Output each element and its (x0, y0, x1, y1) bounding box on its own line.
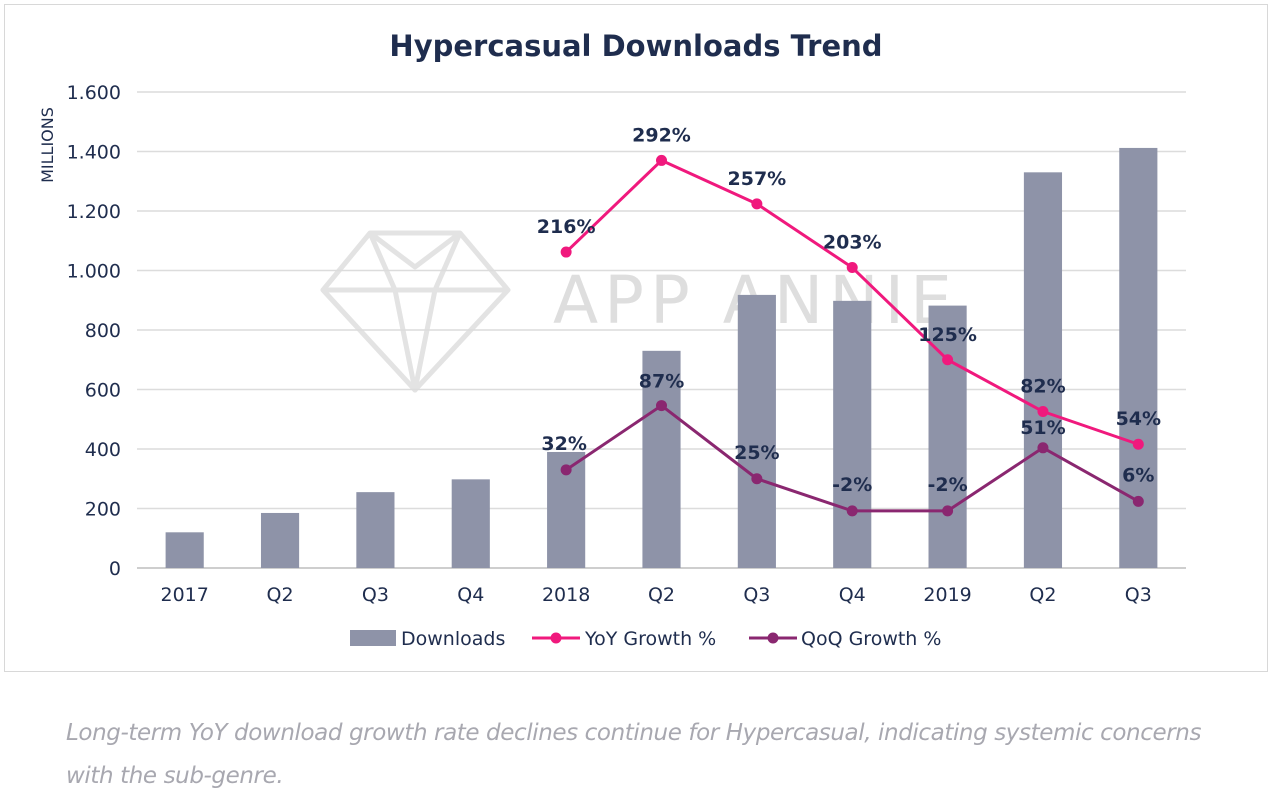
x-tick-label: 2017 (161, 584, 209, 606)
bar (642, 350, 681, 568)
data-point (560, 464, 572, 476)
bar (1023, 172, 1063, 568)
data-labels: 216% 292% 257% 203% 125% 82% 54% 32% 87% 25% -2% -2… (537, 124, 1161, 495)
y-tick-label: 400 (85, 439, 121, 461)
x-tick-label: Q2 (267, 584, 294, 606)
data-label: 257% (728, 168, 787, 190)
data-label: 292% (632, 124, 691, 146)
diamond-logo-icon (320, 230, 511, 393)
data-point (1037, 442, 1049, 454)
legend-marker-qoq (767, 632, 779, 644)
data-label: 51% (1020, 417, 1065, 439)
line-series (560, 154, 1144, 517)
legend-label-qoq: QoQ Growth % (801, 628, 941, 650)
data-point (846, 262, 858, 274)
data-label: 32% (541, 433, 586, 455)
data-label: -2% (928, 474, 968, 496)
x-tick-label: Q3 (743, 584, 770, 606)
legend-swatch-downloads (350, 630, 396, 646)
x-tick-label: Q2 (648, 584, 675, 606)
data-point (1132, 438, 1144, 450)
chart-title: Hypercasual Downloads Trend (389, 29, 882, 63)
x-tick-label: 2018 (542, 584, 590, 606)
y-tick-label: 200 (85, 499, 121, 521)
data-label: 82% (1020, 376, 1065, 398)
x-axis-ticks: 2017 Q2 Q3 Q4 2018 Q2 Q3 Q4 2019 Q2 Q3 (161, 584, 1152, 606)
data-point (656, 154, 667, 166)
data-point (942, 354, 954, 366)
chart-caption: Long-term YoY download growth rate decli… (66, 720, 1202, 789)
y-tick-label: 1.400 (67, 142, 121, 164)
data-point (656, 400, 667, 412)
y-axis-label: MILLIONS (38, 107, 57, 183)
bar (165, 532, 204, 568)
data-point (560, 246, 572, 258)
bar (260, 512, 300, 568)
y-tick-label: 1.600 (67, 82, 121, 104)
data-label: 6% (1122, 464, 1154, 486)
data-point (751, 198, 763, 210)
x-tick-label: Q2 (1029, 584, 1056, 606)
data-point (942, 505, 954, 517)
data-label: 125% (918, 324, 977, 346)
chart: APP ANNIE Hypercasual Downloads Trend MI… (38, 29, 1186, 650)
data-point (846, 505, 858, 517)
x-tick-label: Q4 (457, 584, 484, 606)
data-label: 87% (639, 371, 684, 393)
data-point (1132, 495, 1144, 507)
bar (833, 300, 872, 568)
x-tick-label: 2019 (923, 584, 971, 606)
y-tick-label: 0 (109, 558, 121, 580)
y-tick-label: 800 (85, 320, 121, 342)
data-label: 54% (1116, 408, 1161, 430)
y-tick-label: 1.200 (67, 201, 121, 223)
data-label: 25% (734, 442, 779, 464)
x-tick-label: Q3 (1125, 584, 1152, 606)
y-tick-label: 600 (85, 380, 121, 402)
x-tick-label: Q4 (839, 584, 866, 606)
x-tick-label: Q3 (362, 584, 389, 606)
legend-label-downloads: Downloads (401, 628, 505, 650)
bar (356, 492, 395, 568)
legend-marker-yoy (550, 632, 562, 644)
legend-label-yoy: YoY Growth % (584, 628, 716, 650)
data-point (1037, 406, 1049, 418)
data-point (751, 473, 763, 485)
data-label: -2% (832, 474, 872, 496)
chart-frame: APP ANNIE Hypercasual Downloads Trend MI… (4, 4, 1268, 672)
bar (737, 294, 776, 568)
data-label: 203% (823, 232, 882, 254)
data-label: 216% (537, 216, 596, 238)
bar (451, 479, 490, 568)
bar-series-downloads (165, 147, 1158, 568)
legend: Downloads YoY Growth % QoQ Growth % (350, 628, 941, 650)
y-tick-label: 1.000 (67, 261, 121, 283)
y-axis-ticks: 0 200 400 600 800 1.000 1.200 1.400 1.600 (67, 82, 121, 580)
